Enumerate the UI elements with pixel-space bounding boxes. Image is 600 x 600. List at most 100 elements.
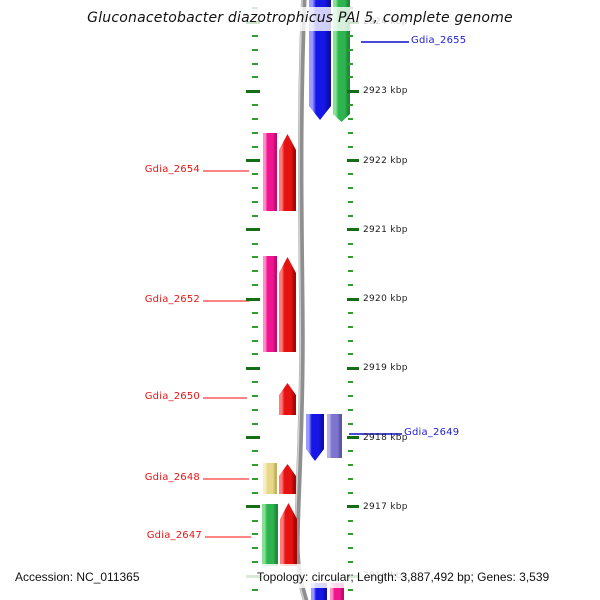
ruler-tick-minor-right (348, 242, 353, 245)
ruler-tick-major-right (347, 297, 359, 301)
ruler-tick-minor-right (348, 311, 353, 314)
ruler-tick-minor-right (348, 104, 353, 107)
label-gdia-2647-leader (205, 536, 251, 538)
ruler-tick-major-left (246, 297, 260, 301)
ruler-tick-minor-left (252, 519, 258, 522)
gene-2649-blue[interactable] (306, 414, 324, 461)
ruler-tick-minor-left (252, 201, 258, 204)
ruler-tick-minor-left (252, 464, 258, 467)
label-gdia-2650[interactable]: Gdia_2650 (144, 391, 200, 402)
ruler-tick-minor-right (348, 588, 353, 591)
ruler-tick-minor-left (252, 173, 258, 176)
ruler-tick-minor-left (252, 381, 258, 384)
ruler-label: 2917 kbp (363, 501, 408, 512)
ruler-tick-minor-left (252, 450, 258, 453)
gene-2647-red[interactable] (280, 503, 297, 566)
ruler-tick-minor-right (348, 561, 353, 564)
ruler-tick-minor-right (348, 478, 353, 481)
gene-2647-green[interactable] (262, 504, 278, 566)
ruler-tick-minor-right (348, 201, 353, 204)
ruler-tick-minor-left (252, 311, 258, 314)
ruler-label: 2920 kbp (363, 294, 408, 304)
ruler-tick-minor-right (348, 187, 353, 190)
label-gdia-2654-leader (203, 170, 249, 172)
ruler-tick-major-right (347, 89, 359, 93)
status-summary: Topology: circular; Length: 3,887,492 bp… (257, 570, 550, 584)
ruler-tick-minor-left (252, 270, 258, 273)
gene-2652-magenta[interactable] (263, 256, 277, 352)
backbone-core (294, 0, 309, 600)
ruler-tick-minor-right (348, 145, 353, 148)
ruler-tick-major-left (246, 505, 260, 509)
ruler-tick-minor-left (252, 104, 258, 107)
ruler-tick-minor-left (252, 76, 258, 79)
ruler-tick-major-left (246, 89, 260, 93)
ruler-tick-minor-right (348, 353, 353, 356)
label-gdia-2647[interactable]: Gdia_2647 (146, 530, 202, 541)
ruler-tick-minor-right (348, 284, 353, 287)
ruler-tick-minor-left (252, 491, 258, 494)
ruler-tick-minor-right (348, 270, 353, 273)
status-accession: Accession: NC_011365 (15, 570, 140, 584)
ruler-tick-minor-right (348, 48, 353, 51)
ruler-tick-minor-left (252, 62, 258, 65)
ruler-tick-minor-right (348, 464, 353, 467)
ruler-label: 2918 kbp (363, 432, 408, 443)
ruler-label: 2921 kbp (363, 224, 408, 235)
ruler-tick-minor-right (348, 173, 353, 176)
ruler-tick-minor-right (348, 214, 353, 217)
label-gdia-2654[interactable]: Gdia_2654 (144, 164, 200, 175)
ruler-tick-minor-right (348, 34, 353, 37)
ruler-tick-minor-left (252, 325, 258, 328)
ruler-tick-minor-right (348, 533, 353, 536)
label-gdia-2650-leader (203, 397, 247, 399)
ruler-tick-minor-right (348, 339, 353, 342)
ruler-tick-minor-left (252, 48, 258, 51)
ruler-tick-minor-left (252, 242, 258, 245)
status-bar: Accession: NC_011365 Topology: circular;… (0, 570, 600, 586)
ruler-tick-minor-left (252, 214, 258, 217)
ruler-tick-minor-right (348, 394, 353, 397)
ruler-tick-major-left (246, 366, 260, 370)
ruler-tick-minor-right (348, 408, 353, 411)
ruler-tick-minor-right (348, 519, 353, 522)
label-gdia-2652[interactable]: Gdia_2652 (144, 294, 200, 305)
gene-2654-red[interactable] (279, 134, 296, 211)
ruler-tick-minor-left (252, 422, 258, 425)
label-gdia-2649[interactable]: Gdia_2649 (404, 427, 460, 438)
status-backdrop-band (0, 564, 600, 588)
ruler-tick-minor-right (348, 325, 353, 328)
ruler-tick-minor-right (348, 76, 353, 79)
gene-2648-red[interactable] (279, 464, 296, 494)
ruler-tick-minor-left (252, 588, 258, 591)
label-gdia-2655[interactable]: Gdia_2655 (411, 35, 467, 46)
ruler-tick-minor-left (252, 131, 258, 134)
ruler-label: 2923 kbp (363, 86, 408, 97)
ruler-tick-minor-left (252, 547, 258, 550)
ruler-tick-minor-right (348, 256, 353, 259)
ruler-tick-minor-right (348, 117, 353, 120)
ruler-tick-minor-left (252, 117, 258, 120)
ruler-tick-major-right (347, 505, 359, 509)
gene-2652-red[interactable] (279, 257, 296, 352)
ruler-tick-minor-right (348, 547, 353, 550)
ruler-tick-minor-left (252, 256, 258, 259)
label-gdia-2648[interactable]: Gdia_2648 (144, 472, 200, 483)
page-title: Gluconacetobacter diazotrophicus PAl 5, … (87, 10, 513, 26)
title-backdrop-band (228, 7, 600, 31)
label-gdia-2655-leader (361, 41, 409, 43)
ruler-tick-minor-right (348, 450, 353, 453)
ruler-tick-minor-left (252, 187, 258, 190)
gene-2648-khaki[interactable] (263, 463, 277, 494)
ruler-tick-minor-left (252, 353, 258, 356)
gene-2650-red[interactable] (279, 383, 296, 415)
gene-2654-magenta[interactable] (263, 133, 277, 211)
ruler-tick-minor-right (348, 422, 353, 425)
label-gdia-2648-leader (203, 478, 249, 480)
ruler-tick-minor-right (348, 131, 353, 134)
gene-2649-purple[interactable] (327, 414, 342, 458)
